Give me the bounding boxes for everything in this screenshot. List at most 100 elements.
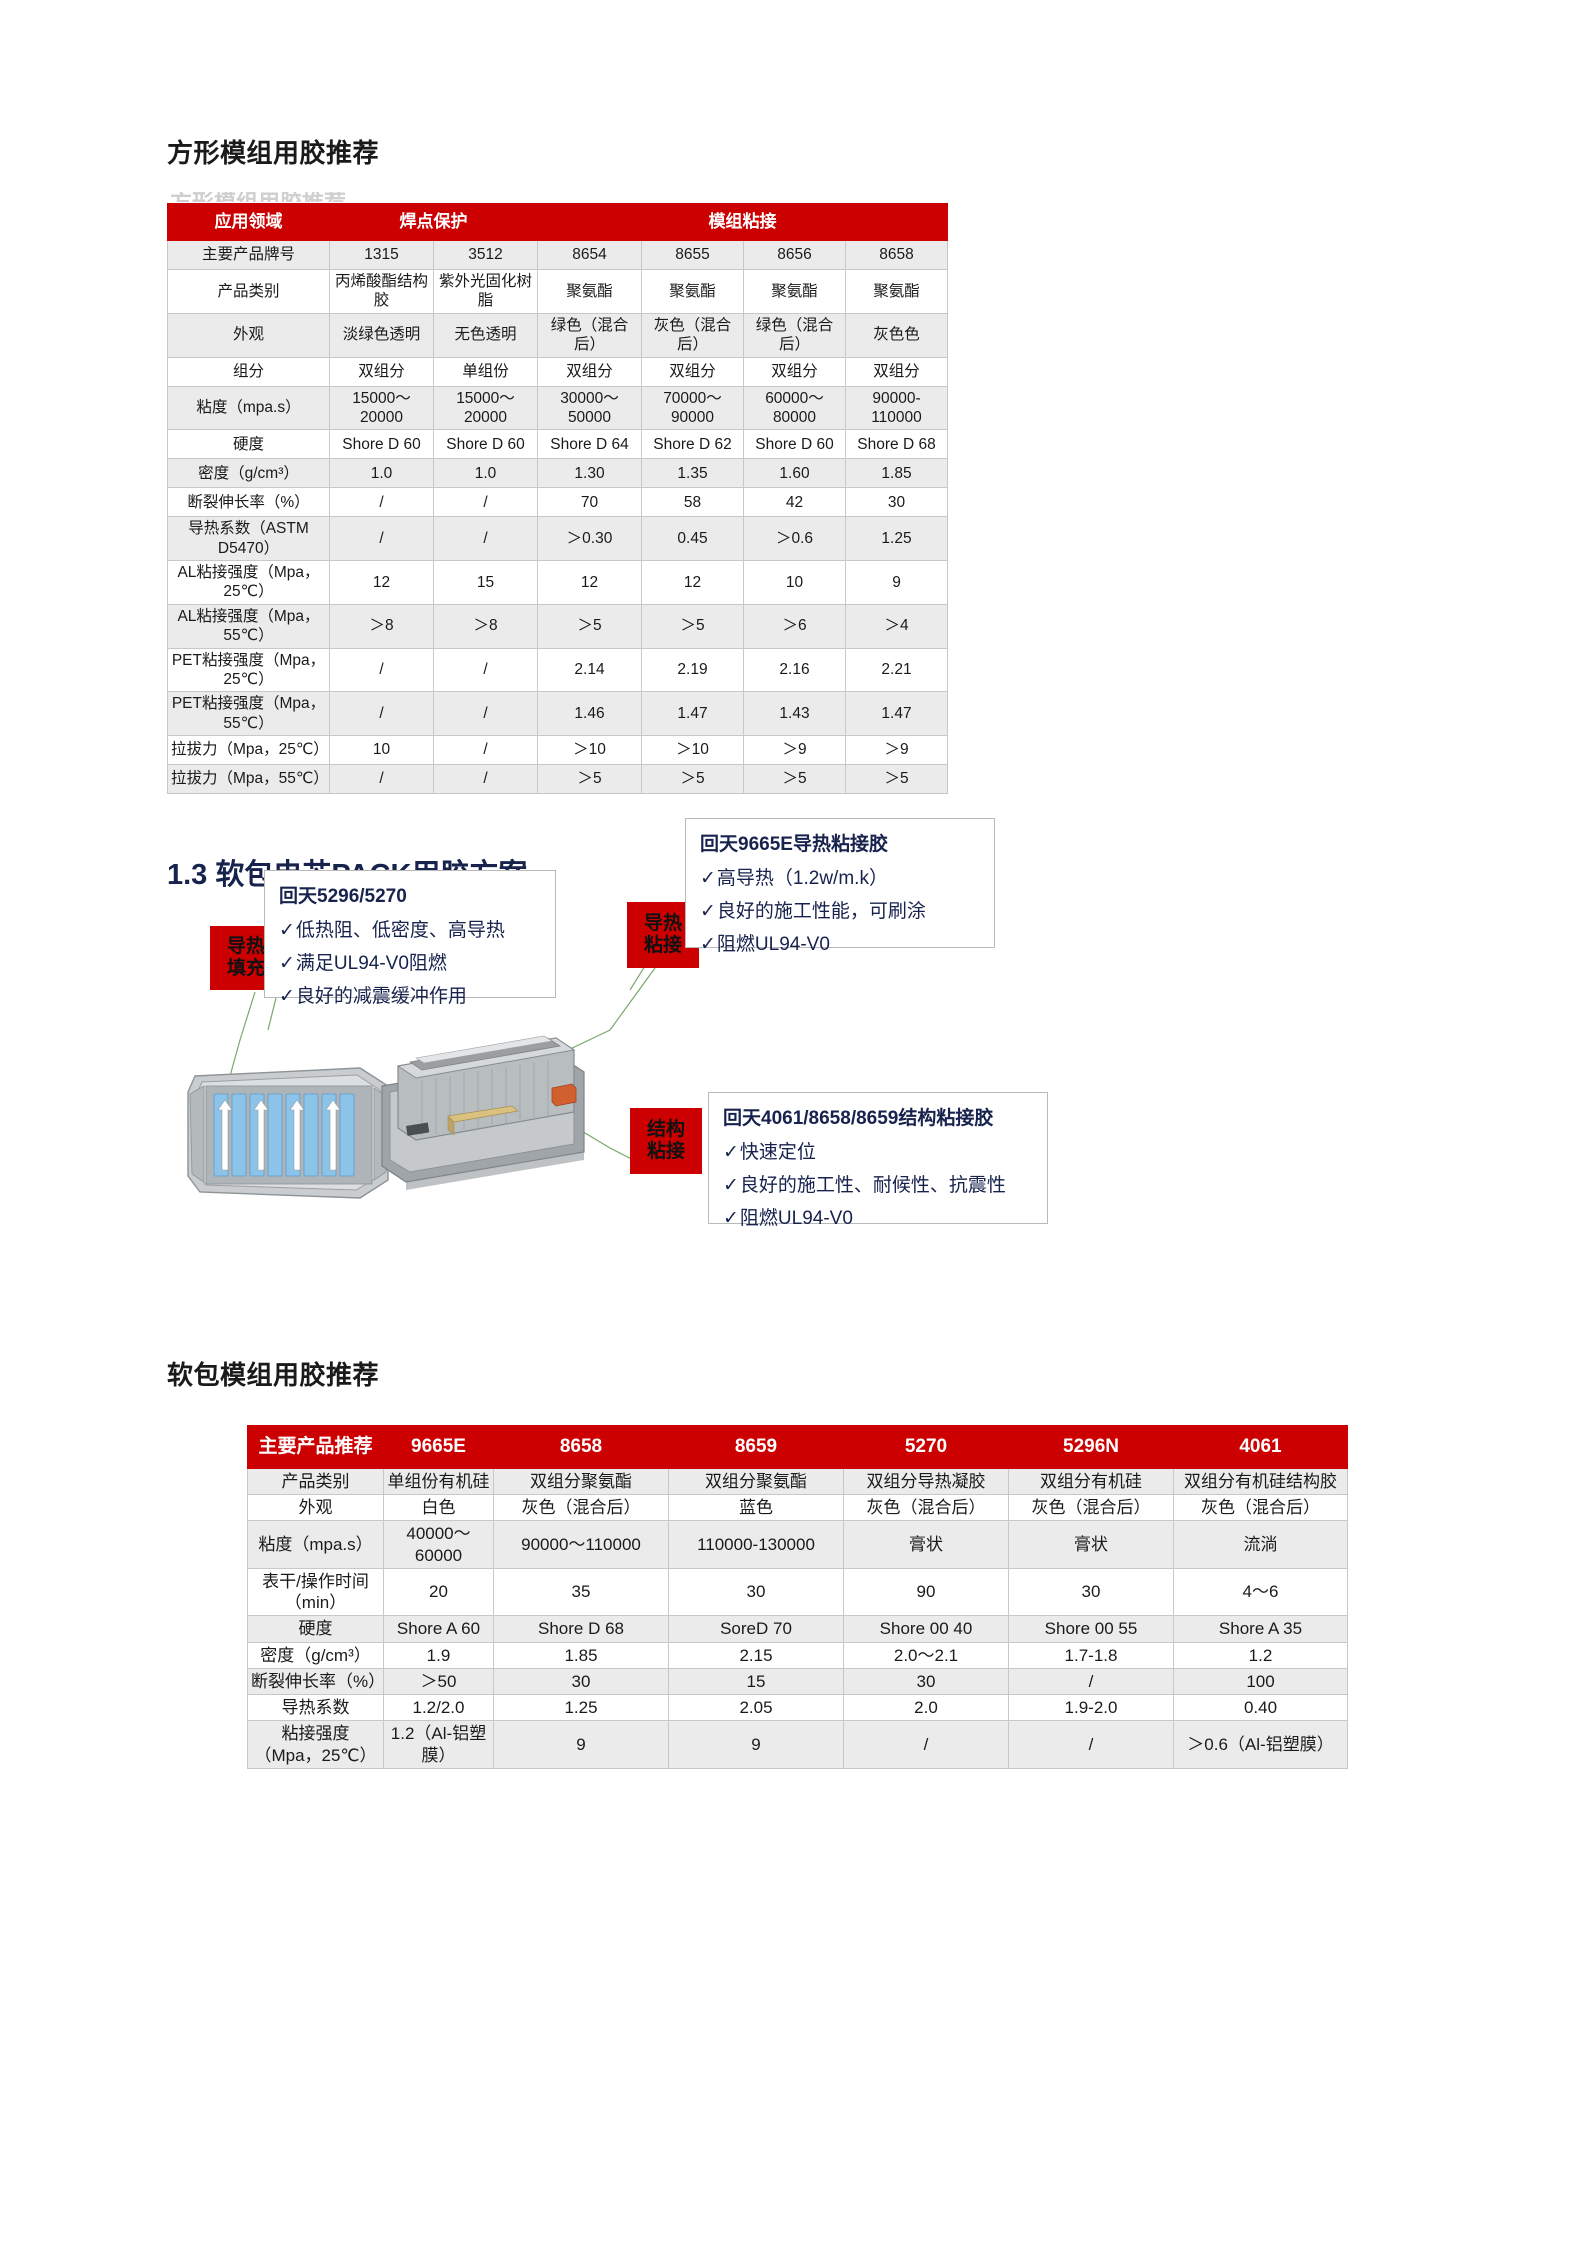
ghost-heading: 方形模组用胶推荐: [170, 192, 346, 202]
table-cell: 0.40: [1173, 1693, 1348, 1722]
table-row: AL粘接强度（Mpa，25℃） 12 15 12 12 10 9: [167, 560, 948, 605]
row-label: 硬度: [167, 429, 330, 460]
row-label: 断裂伸长率（%）: [167, 487, 330, 518]
row-label: 粘接强度（Mpa，25℃）: [247, 1720, 384, 1769]
table-cell: 9: [668, 1720, 844, 1769]
row-label: 产品类别: [167, 269, 330, 314]
table-cell: 20: [383, 1567, 494, 1617]
table-cell: 30: [1008, 1567, 1174, 1617]
table-cell: 双组分聚氨酯: [493, 1467, 669, 1496]
table-cell: 15: [433, 560, 538, 605]
row-label: 产品类别: [247, 1467, 384, 1496]
table-cell: 12: [537, 560, 642, 605]
callout-9665e-title: 回天9665E导热粘接胶: [700, 834, 888, 855]
table-cell: 双组分导热凝胶: [843, 1467, 1009, 1496]
table-cell: 1.46: [537, 691, 642, 736]
table-cell: 1.2（Al-铝塑膜）: [383, 1720, 494, 1769]
table2-head-6: 4061: [1173, 1425, 1348, 1469]
table-cell: 8656: [743, 240, 846, 270]
tag-structural-bond: 结构 粘接: [630, 1108, 702, 1174]
table-row: PET粘接强度（Mpa，55℃） //1.46 1.47 1.43 1.47: [167, 691, 948, 736]
row-label: PET粘接强度（Mpa，55℃）: [167, 691, 330, 736]
table-row: PET粘接强度（Mpa，25℃） //2.14 2.19 2.16 2.21: [167, 647, 948, 693]
table-cell: 2.0: [843, 1693, 1009, 1722]
section-heading-square-module: 方形模组用胶推荐: [167, 138, 380, 168]
callout-4061-title: 回天4061/8658/8659结构粘接胶: [723, 1108, 994, 1129]
row-label: 拉拔力（Mpa，25℃）: [167, 735, 330, 765]
table-row: AL粘接强度（Mpa，55℃） ＞8 ＞8 ＞5 ＞5 ＞6 ＞4: [167, 603, 948, 649]
table-cell: 1.60: [743, 458, 846, 489]
table-cell: 1315: [329, 240, 434, 270]
module-assembly-illustration: [381, 1035, 585, 1190]
table1-head-application: 应用领域: [167, 203, 330, 241]
table-row: 拉拔力（Mpa，25℃） 10/＞10 ＞10 ＞9 ＞9: [167, 735, 948, 765]
table-cell: 2.16: [743, 647, 846, 693]
table2-head-4: 5270: [843, 1425, 1009, 1469]
table-cell: 1.30: [537, 458, 642, 489]
table-cell: 灰色（混合后）: [493, 1493, 669, 1522]
table-cell: 流淌: [1173, 1520, 1348, 1569]
callout-5296-5270-line1: ✓低热阻、低密度、高导热: [279, 920, 505, 941]
table-cell: ＞0.6（Al-铝塑膜）: [1173, 1720, 1348, 1769]
check-icon: ✓: [279, 953, 295, 974]
table-cell: 8658: [845, 240, 948, 270]
table-cell: 双组分: [641, 356, 744, 387]
table-cell: 2.15: [668, 1641, 844, 1669]
check-icon: ✓: [279, 920, 295, 941]
table-cell: /: [329, 764, 434, 794]
row-label: 粘度（mpa.s）: [247, 1520, 384, 1569]
table-row: 粘接强度（Mpa，25℃） 1.2（Al-铝塑膜） 9 9// ＞0.6（Al-铝塑膜）: [247, 1720, 1348, 1769]
check-icon: ✓: [700, 934, 716, 955]
table-row: 硬度 Shore D 60 Shore D 60 Shore D 64 Shore D …: [167, 429, 948, 460]
table-cell: 灰色色: [845, 312, 948, 358]
table-row: 硬度 Shore A 60 Shore D 68 SoreD 70 Shore 00 4…: [247, 1615, 1348, 1643]
callout-5296-5270-line3: ✓良好的减震缓冲作用: [279, 986, 467, 1007]
table-row: 主要产品牌号 1315 3512 8654 8655 8656 8658: [167, 240, 948, 270]
table-cell: 42: [743, 487, 846, 518]
table-cell: 12: [329, 560, 434, 605]
table-cell: Shore D 68: [845, 429, 948, 460]
table-cell: ＞6: [743, 603, 846, 649]
diagram-artwork: [187, 909, 681, 1199]
row-label: 密度（g/cm³）: [167, 458, 330, 489]
table-cell: 灰色（混合后）: [1008, 1493, 1174, 1522]
table-cell: 70: [537, 487, 642, 518]
row-label: 外观: [167, 312, 330, 358]
table-cell: /: [329, 487, 434, 518]
table2-head-2: 8658: [493, 1425, 669, 1469]
table-cell: Shore D 60: [433, 429, 538, 460]
tag-structural-bond-line2: 粘接: [646, 1141, 685, 1162]
table-cell: ＞5: [537, 764, 642, 794]
table-cell: 1.2: [1173, 1641, 1348, 1669]
table-cell: ＞4: [845, 603, 948, 649]
table-cell: 蓝色: [668, 1493, 844, 1522]
table1-body: 主要产品牌号 1315 3512 8654 8655 8656 8658 产品类别 丙烯酸酯结构…: [167, 240, 948, 794]
table-cell: 灰色（混合后）: [1173, 1493, 1348, 1522]
table-cell: Shore 00 55: [1008, 1615, 1174, 1643]
table-cell: 双组分聚氨酯: [668, 1467, 844, 1496]
table-cell: 1.9-2.0: [1008, 1693, 1174, 1722]
table-cell: 2.19: [641, 647, 744, 693]
table-cell: /: [1008, 1667, 1174, 1696]
check-icon: ✓: [723, 1142, 739, 1163]
table-cell: 绿色（混合后）: [537, 312, 642, 358]
table1-head-solder-protection: 焊点保护: [329, 203, 538, 241]
table-cell: 单组份有机硅: [383, 1467, 494, 1496]
table-cell: 30000～50000: [537, 385, 642, 431]
table-cell: /: [329, 516, 434, 561]
table-cell: 绿色（混合后）: [743, 312, 846, 358]
table-cell: 1.85: [845, 458, 948, 489]
table2-body: 产品类别 单组份有机硅 双组分聚氨酯 双组分聚氨酯 双组分导热凝胶 双组分有机硅 双组分有机…: [247, 1467, 1348, 1769]
table-cell: 40000～60000: [383, 1520, 494, 1569]
table2-head-5: 5296N: [1008, 1425, 1174, 1469]
table-cell: 30: [845, 487, 948, 518]
row-label: 导热系数（ASTM D5470）: [167, 516, 330, 561]
table-cell: 聚氨酯: [641, 269, 744, 314]
pouch-pack-diagram: 导热 填充 导热 粘接 结构 粘接 回天5296/5270 ✓低热阻、低密度、高…: [160, 818, 1430, 1340]
table-cell: 1.35: [641, 458, 744, 489]
table-row: 导热系数 1.2/2.0 1.25 2.05 2.0 1.9-2.0 0.40: [247, 1693, 1348, 1722]
table-cell: Shore D 68: [493, 1615, 669, 1643]
table-cell: /: [433, 764, 538, 794]
table-row: 密度（g/cm³） 1.9 1.85 2.15 2.0～2.1 1.7-1.8 1.2: [247, 1641, 1348, 1669]
row-label: 密度（g/cm³）: [247, 1641, 384, 1669]
